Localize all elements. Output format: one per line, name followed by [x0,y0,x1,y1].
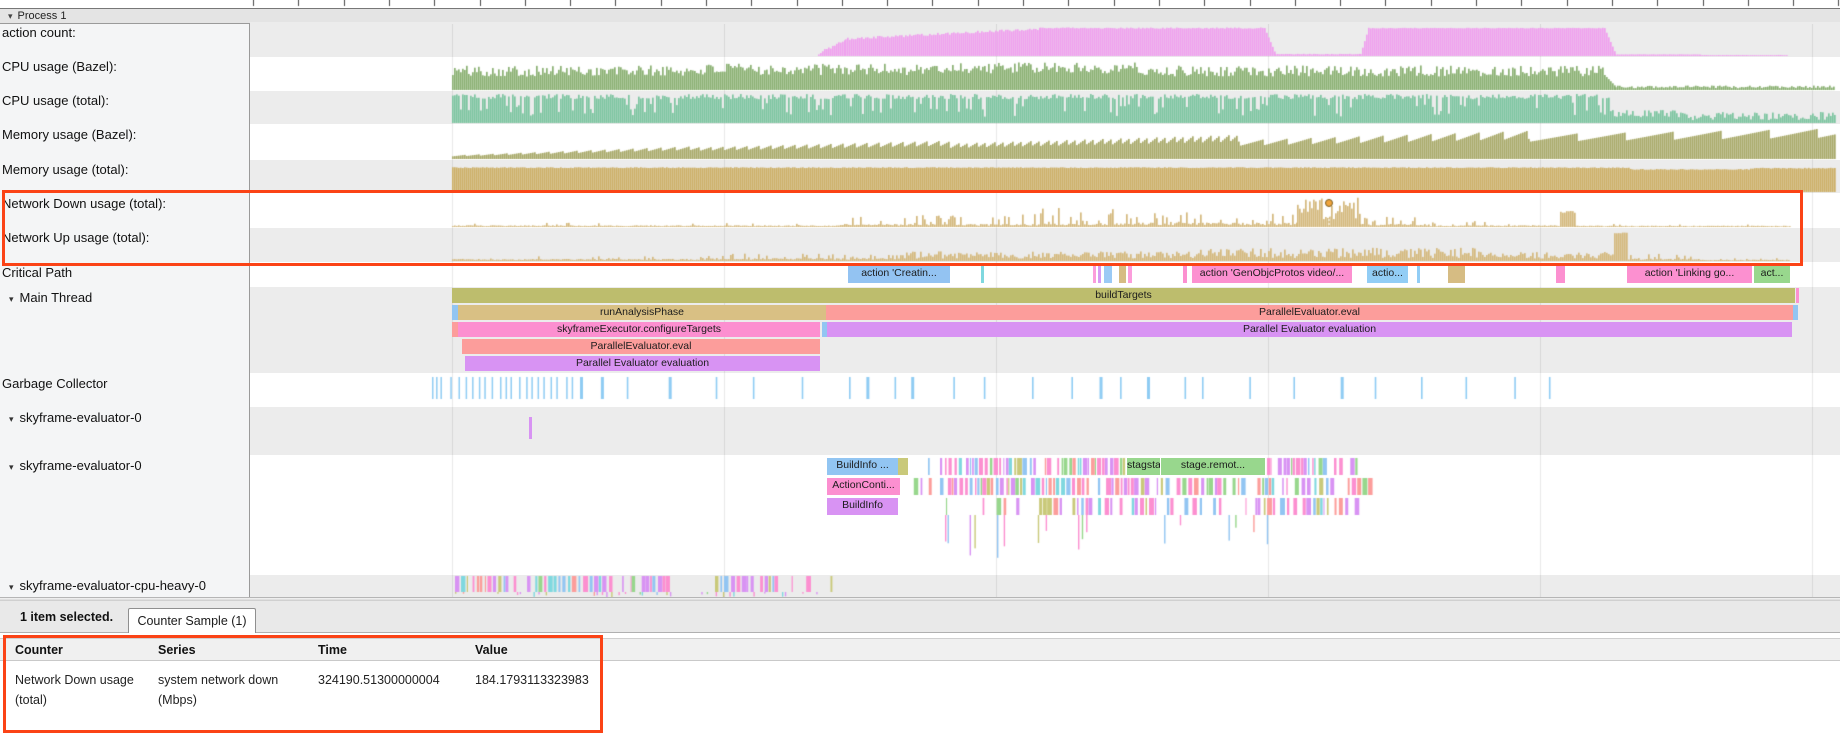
cell-series-line2: (Mbps) [158,693,197,707]
collapse-triangle-icon[interactable]: ▾ [9,294,14,304]
track-label: skyframe-evaluator-0 [19,410,142,425]
cell-counter-line2: (total) [15,693,47,707]
slice-parallelevaluator-eval[interactable]: ParallelEvaluator.eval [826,305,1793,320]
slice-tick[interactable] [822,322,827,337]
column-header-counter: Counter [15,643,63,657]
slice-tick[interactable] [981,266,984,283]
column-header-value: Value [475,643,508,657]
sidebar-item-action-count: action count: [2,25,76,40]
cell-time: 324190.51300000004 [318,673,440,687]
slice-tick[interactable] [452,305,458,320]
sidebar-item-net-down: Network Down usage (total): [2,196,166,211]
slice-tick[interactable] [1417,266,1420,283]
slice-tick[interactable] [1796,288,1799,303]
slice-stage-remot[interactable]: stage.remot... [1161,458,1265,475]
slice-parallel-evaluator-evaluation[interactable]: Parallel Evaluator evaluation [465,356,820,371]
slice-stagstag[interactable]: stagstag... [1127,458,1160,475]
slice-buildtargets[interactable]: buildTargets [452,288,1795,303]
track-label: Network Up usage (total): [2,230,150,245]
track-label: CPU usage (total): [2,92,109,108]
cell-series-line1: system network down [158,673,279,687]
selection-status: 1 item selected. [20,610,114,624]
slice-actio[interactable]: actio... [1367,266,1408,283]
sidebar-item-mem-total: Memory usage (total): [2,162,128,177]
slice-tick[interactable] [1119,266,1126,283]
slice-tick[interactable] [1098,266,1101,283]
track-label: Critical Path [2,265,73,280]
slice-tick[interactable] [1128,266,1132,283]
track-label: skyframe-evaluator-cpu-heavy-0 [19,578,206,593]
sidebar-item-garbage-collector: Garbage Collector [2,376,108,391]
slice-tick[interactable] [898,458,908,475]
slice-tick[interactable] [1183,266,1187,283]
sidebar-item-main-thread[interactable]: ▾ Main Thread [2,290,92,305]
slice-tick[interactable] [1093,266,1096,283]
column-header-time: Time [318,643,347,657]
slice-runanalysisphase[interactable]: runAnalysisPhase [458,305,826,320]
slice-tick[interactable] [529,417,532,439]
slice-buildinfo[interactable]: BuildInfo [827,498,898,515]
cell-counter-line1: Network Down usage [15,673,134,687]
track-label: CPU usage (Bazel): [2,59,117,74]
details-panel: Counter Series Time Value Network Down u… [0,633,1840,742]
collapse-triangle-icon[interactable]: ▾ [9,462,14,472]
sidebar-item-critical-path: Critical Path [2,265,72,280]
sidebar-item-net-up: Network Up usage (total): [2,230,149,245]
column-header-series: Series [158,643,196,657]
slice-skyframeexecutor-configuretargets[interactable]: skyframeExecutor.configureTargets [458,322,820,337]
track-label: Main Thread [19,290,93,305]
slice-buildinfo[interactable]: BuildInfo ... [827,458,898,475]
collapse-triangle-icon[interactable]: ▾ [9,414,14,424]
slice-tick[interactable] [1556,266,1565,283]
sidebar-item-skyframe-evaluator-0b[interactable]: ▾ skyframe-evaluator-0 [2,458,142,473]
sidebar-item-mem-bazel: Memory usage (Bazel): [2,127,136,142]
slice-tick[interactable] [1104,266,1112,283]
slice-parallelevaluator-eval[interactable]: ParallelEvaluator.eval [462,339,820,354]
slice-act[interactable]: act... [1754,266,1790,283]
track-label: skyframe-evaluator-0 [19,458,142,473]
collapse-triangle-icon[interactable]: ▾ [9,582,14,592]
sidebar-item-cpu-bazel: CPU usage (Bazel): [2,59,117,74]
slice-actionconti[interactable]: ActionConti... [827,478,900,495]
slice-tick[interactable] [1793,305,1798,320]
sidebar-item-skyframe-evaluator-cpu-heavy-0[interactable]: ▾ skyframe-evaluator-cpu-heavy-0 [2,578,206,593]
sidebar-item-cpu-total: CPU usage (total): [2,93,109,108]
slice-action-creatin[interactable]: action 'Creatin... [848,266,950,283]
sidebar-item-skyframe-evaluator-0a[interactable]: ▾ skyframe-evaluator-0 [2,410,142,425]
track-label: Memory usage (Bazel): [2,127,137,142]
track-label: action count: [2,24,76,40]
track-label: Memory usage (total): [2,161,129,177]
details-table-header: Counter Series Time Value [0,638,1840,661]
details-tab-bar: 1 item selected. Counter Sample (1) [0,601,1840,633]
slice-action-genobjcprotos-video[interactable]: action 'GenObjcProtos video/... [1192,266,1352,283]
slice-parallel-evaluator-evaluation[interactable]: Parallel Evaluator evaluation [827,322,1792,337]
track-label: Garbage Collector [2,376,108,391]
track-label: Network Down usage (total): [2,195,167,211]
panel-divider[interactable] [0,597,1840,601]
track-sidebar: action count: CPU usage (Bazel): CPU usage… [0,24,250,597]
slice-tick[interactable] [1448,266,1465,283]
slice-tick[interactable] [452,322,458,337]
tab-counter-sample[interactable]: Counter Sample (1) [128,608,256,633]
slice-action-linking-go[interactable]: action 'Linking go... [1627,266,1752,283]
cell-value: 184.1793113323983 [475,673,589,687]
